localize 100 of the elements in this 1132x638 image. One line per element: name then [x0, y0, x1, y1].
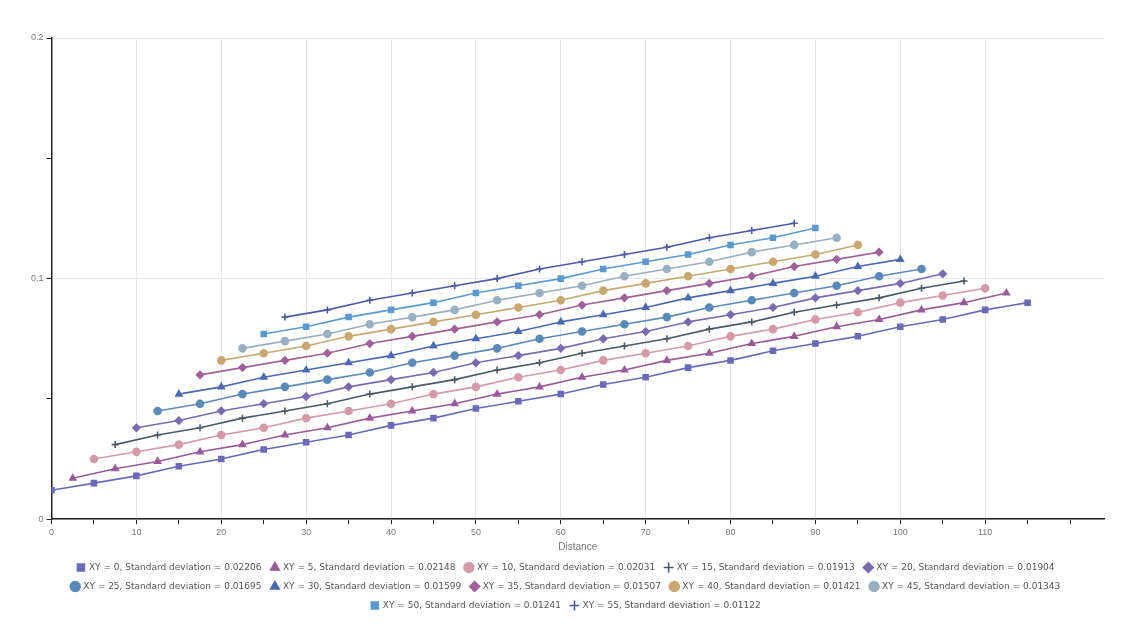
point — [705, 348, 714, 356]
point — [683, 341, 693, 351]
point — [259, 423, 269, 433]
point — [386, 399, 396, 409]
point — [726, 310, 735, 319]
point — [365, 368, 375, 377]
point — [620, 320, 629, 329]
point — [599, 381, 607, 388]
point — [557, 390, 565, 398]
point — [535, 310, 544, 319]
legend-label: XY = 30, Standard deviation = 0.01599 — [282, 580, 462, 591]
point — [960, 298, 968, 306]
point — [471, 382, 481, 392]
point — [280, 382, 290, 392]
point — [705, 303, 714, 312]
point — [408, 406, 417, 414]
point — [238, 389, 247, 399]
point — [981, 306, 989, 314]
point — [407, 358, 417, 368]
point — [938, 291, 948, 300]
point — [599, 265, 607, 273]
point — [641, 303, 650, 311]
point — [557, 275, 565, 282]
point — [514, 351, 523, 360]
point — [641, 348, 650, 358]
point — [259, 399, 269, 409]
point — [556, 344, 566, 353]
point — [280, 336, 290, 346]
point — [620, 293, 629, 303]
point — [365, 389, 375, 399]
point — [747, 247, 757, 257]
point — [896, 255, 905, 262]
point — [344, 358, 353, 366]
point — [68, 474, 77, 481]
point — [980, 283, 990, 293]
point — [874, 247, 884, 257]
point — [897, 323, 904, 330]
point — [832, 322, 841, 330]
point — [260, 330, 267, 338]
point — [577, 348, 587, 358]
point — [429, 317, 438, 327]
point — [811, 315, 820, 324]
point — [768, 303, 778, 312]
x-tick-label: 100 — [892, 527, 908, 538]
point — [789, 307, 799, 317]
point — [705, 279, 714, 288]
point — [790, 332, 799, 339]
point — [620, 271, 629, 281]
point — [450, 351, 459, 360]
point — [344, 406, 353, 416]
point — [302, 365, 310, 373]
point — [683, 317, 693, 327]
point — [472, 405, 480, 412]
point — [430, 414, 437, 422]
point — [641, 327, 650, 336]
point — [642, 258, 649, 266]
x-tick-label: 30 — [301, 527, 312, 538]
point — [662, 334, 672, 344]
point — [238, 344, 247, 353]
point — [853, 240, 863, 250]
point — [789, 262, 799, 271]
point — [216, 430, 226, 440]
point — [577, 281, 587, 291]
point — [387, 306, 395, 314]
point — [577, 327, 587, 336]
point — [577, 257, 587, 267]
point — [386, 375, 396, 384]
point — [195, 370, 205, 380]
point — [238, 440, 247, 448]
point — [811, 271, 820, 279]
x-tick-label: 20 — [216, 527, 227, 538]
point — [620, 365, 629, 373]
point — [535, 334, 544, 344]
point — [747, 271, 757, 281]
legend-label: XY = 35, Standard deviation = 0.01507 — [482, 580, 661, 591]
point — [429, 341, 438, 349]
point — [492, 295, 502, 305]
point — [302, 438, 310, 446]
point — [727, 357, 734, 364]
point — [450, 324, 459, 334]
point — [281, 430, 289, 438]
point — [407, 332, 417, 341]
point — [217, 382, 226, 390]
point — [684, 293, 692, 301]
legend-label: XY = 5, Standard deviation = 0.02148 — [282, 561, 456, 572]
point — [323, 329, 332, 339]
point — [471, 310, 481, 319]
point — [429, 389, 438, 399]
point — [577, 300, 587, 310]
point — [514, 303, 523, 312]
point — [430, 299, 437, 306]
point — [175, 389, 183, 397]
point — [662, 264, 672, 274]
point — [472, 289, 480, 297]
point — [832, 281, 841, 291]
point — [132, 447, 141, 457]
x-tick-label: 110 — [977, 527, 993, 538]
point — [578, 372, 586, 380]
point — [280, 406, 290, 416]
point — [153, 406, 162, 416]
